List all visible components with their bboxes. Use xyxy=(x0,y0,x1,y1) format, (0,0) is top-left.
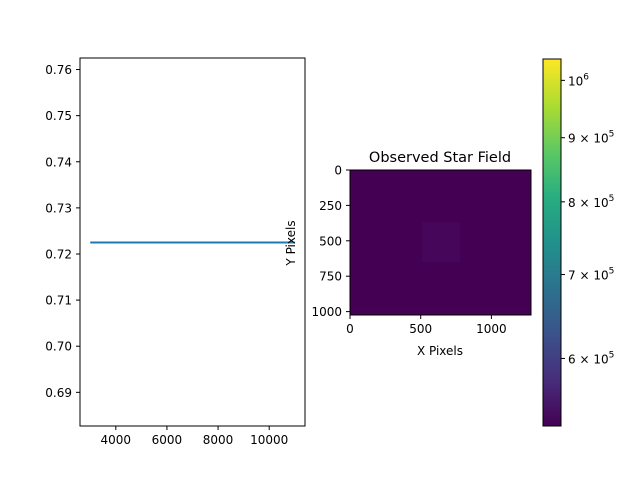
heatmap-y-label: Y Pixels xyxy=(284,220,298,266)
line-y-tick-label: 0.75 xyxy=(45,109,72,123)
heatmap-title: Observed Star Field xyxy=(369,150,511,166)
heatmap-x-label: X Pixels xyxy=(417,344,463,358)
colorbar-tick-label: 6 × 105 xyxy=(568,350,614,366)
heatmap-x-tick-label: 1000 xyxy=(476,322,507,336)
heatmap-y-tick-label: 1000 xyxy=(311,305,342,319)
line-plot-frame xyxy=(79,57,306,427)
line-x-tick-label: 8000 xyxy=(203,433,234,447)
line-y-tick-label: 0.71 xyxy=(45,294,72,308)
heatmap-x-ticks: 0 500 1000 xyxy=(346,315,507,336)
line-x-tick-label: 6000 xyxy=(152,433,183,447)
line-y-tick-label: 0.76 xyxy=(45,63,72,77)
colorbar: 6 × 105 7 × 105 8 × 105 9 × 105 106 xyxy=(542,58,614,427)
colorbar-ticks: 6 × 105 7 × 105 8 × 105 9 × 105 106 xyxy=(561,72,614,366)
heatmap-patch xyxy=(422,222,461,263)
colorbar-frame xyxy=(542,58,562,427)
line-y-tick-label: 0.69 xyxy=(45,386,72,400)
heatmap-y-tick-label: 0 xyxy=(334,164,342,178)
colorbar-tick-label: 7 × 105 xyxy=(568,267,614,283)
colorbar-tick-label: 106 xyxy=(568,72,589,88)
heatmap-frame xyxy=(349,169,532,316)
line-plot: 4000 6000 8000 10000 0.690.700.710.720.730.… xyxy=(45,57,306,447)
heatmap-x-tick-label: 0 xyxy=(346,322,354,336)
line-y-ticks: 0.69 0.70 0.71 0.72 0.73 0.74 0.75 0.76 xyxy=(45,63,80,400)
heatmap-y-tick-label: 750 xyxy=(319,270,342,284)
line-y-tick-label: 0.70 xyxy=(45,340,72,354)
line-y-tick-label: 0.73 xyxy=(45,201,72,215)
heatmap-y-ticks: 0 250 500 750 1000 xyxy=(311,164,350,319)
colorbar-tick-label: 8 × 105 xyxy=(568,194,614,210)
line-x-ticks: 4000 6000 8000 10000 xyxy=(101,426,288,447)
line-y-tick-label: 0.74 xyxy=(45,155,72,169)
colorbar-gradient xyxy=(543,59,561,426)
line-x-tick-label: 4000 xyxy=(101,433,132,447)
line-x-tick-label: 10000 xyxy=(250,433,288,447)
heatmap-y-tick-label: 500 xyxy=(319,234,342,248)
line-y-tick-label: 0.72 xyxy=(45,247,72,261)
colorbar-tick-label: 9 × 105 xyxy=(568,130,614,146)
heatmap-y-tick-label: 250 xyxy=(319,199,342,213)
heatmap-plot: Observed Star Field 0 500 1000 0 250 500 750 1… xyxy=(284,150,532,358)
heatmap-x-tick-label: 500 xyxy=(409,322,432,336)
